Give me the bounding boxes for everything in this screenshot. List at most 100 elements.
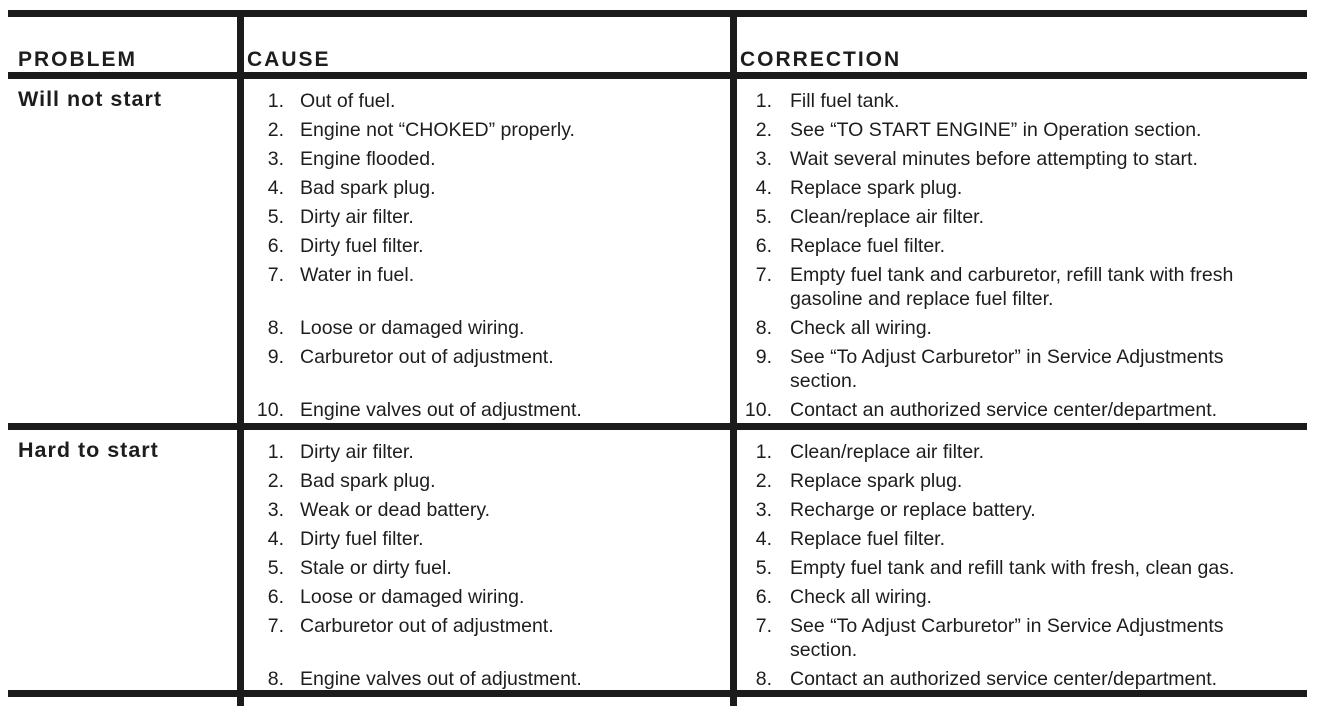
- cause-text: Carburetor out of adjustment.: [300, 346, 554, 368]
- correction-item-number: 8.: [755, 317, 772, 339]
- correction-item-number: 6.: [755, 586, 772, 608]
- correction-line: Replace fuel filter.: [790, 235, 946, 257]
- correction-text: Replace spark plug.: [790, 469, 1307, 493]
- correction-line-continued: gasoline and replace fuel filter.: [790, 288, 1054, 310]
- correction-item-number: 4.: [755, 177, 772, 199]
- correction-text: Check all wiring.: [790, 316, 1307, 340]
- correction-text: Clean/replace air filter.: [790, 440, 1307, 464]
- correction-text: Wait several minutes before attempting t…: [790, 147, 1307, 171]
- cause-text: Dirty fuel filter.: [300, 235, 424, 257]
- cause-item-number: 1.: [267, 90, 284, 112]
- cause-item-number: 4.: [267, 177, 284, 199]
- correction-line: Clean/replace air filter.: [790, 206, 985, 228]
- cause-text: Engine valves out of adjustment.: [300, 399, 582, 421]
- correction-line: Recharge or replace battery.: [790, 499, 1036, 521]
- cause-item-number: 3.: [267, 148, 284, 170]
- cause-item-number: 3.: [267, 499, 284, 521]
- table-row: 7. Water in fuel. 7. Empty fuel tank and…: [244, 263, 1307, 311]
- correction-item-number: 6.: [755, 235, 772, 257]
- table-row: 4. Dirty fuel filter. 4. Replace fuel fi…: [244, 527, 1307, 551]
- column-divider-correction: [730, 10, 737, 706]
- table-row: 5. Stale or dirty fuel. 5. Empty fuel ta…: [244, 556, 1307, 580]
- correction-text: Replace spark plug.: [790, 176, 1307, 200]
- cause-item-number: 8.: [267, 317, 284, 339]
- correction-text: See “TO START ENGINE” in Operation secti…: [790, 118, 1307, 142]
- correction-text: Empty fuel tank and refill tank with fre…: [790, 556, 1307, 580]
- correction-line: See “To Adjust Carburetor” in Service Ad…: [790, 346, 1224, 368]
- correction-text: Check all wiring.: [790, 585, 1307, 609]
- cause-text: Dirty air filter.: [300, 441, 414, 463]
- table-row: 7. Carburetor out of adjustment. 7. See …: [244, 614, 1307, 662]
- column-header-cause: CAUSE: [247, 48, 331, 71]
- column-divider-cause: [237, 10, 244, 706]
- problem-label-hard-to-start: Hard to start: [18, 438, 159, 462]
- cause-item-number: 1.: [267, 441, 284, 463]
- correction-line: Check all wiring.: [790, 586, 932, 608]
- correction-line: Fill fuel tank.: [790, 90, 900, 112]
- correction-text: See “To Adjust Carburetor” in Service Ad…: [790, 614, 1307, 662]
- cause-text: Stale or dirty fuel.: [300, 557, 452, 579]
- correction-line: See “To Adjust Carburetor” in Service Ad…: [790, 615, 1224, 637]
- correction-item-number: 2.: [755, 470, 772, 492]
- table-row: 3. Weak or dead battery. 3. Recharge or …: [244, 498, 1307, 522]
- cause-item-number: 7.: [267, 264, 284, 286]
- cause-text: Bad spark plug.: [300, 470, 436, 492]
- cause-text: Engine valves out of adjustment.: [300, 668, 582, 690]
- correction-line-continued: section.: [790, 370, 858, 392]
- correction-text: Contact an authorized service center/dep…: [790, 667, 1307, 691]
- cause-item-number: 6.: [267, 586, 284, 608]
- cause-text: Carburetor out of adjustment.: [300, 615, 554, 637]
- correction-text: Replace fuel filter.: [790, 527, 1307, 551]
- cause-text: Out of fuel.: [300, 90, 396, 112]
- table-row: 6. Dirty fuel filter. 6. Replace fuel fi…: [244, 234, 1307, 258]
- cause-text: Bad spark plug.: [300, 177, 436, 199]
- correction-text: Clean/replace air filter.: [790, 205, 1307, 229]
- table-border-top: [8, 10, 1307, 17]
- cause-text: Dirty fuel filter.: [300, 528, 424, 550]
- cause-text: Dirty air filter.: [300, 206, 414, 228]
- correction-text: Contact an authorized service center/dep…: [790, 398, 1307, 422]
- correction-item-number: 4.: [755, 528, 772, 550]
- correction-item-number: 3.: [755, 499, 772, 521]
- cause-item-number: 2.: [267, 119, 284, 141]
- cause-text: Engine flooded.: [300, 148, 436, 170]
- correction-line: Replace fuel filter.: [790, 528, 946, 550]
- correction-line: Empty fuel tank and carburetor, refill t…: [790, 264, 1234, 286]
- correction-line: Contact an authorized service center/dep…: [790, 668, 1218, 690]
- cause-item-number: 6.: [267, 235, 284, 257]
- correction-item-number: 2.: [755, 119, 772, 141]
- cause-text: Loose or damaged wiring.: [300, 317, 525, 339]
- cause-item-number: 9.: [267, 346, 284, 368]
- correction-text: See “To Adjust Carburetor” in Service Ad…: [790, 345, 1307, 393]
- correction-text: Recharge or replace battery.: [790, 498, 1307, 522]
- cause-text: Water in fuel.: [300, 264, 415, 286]
- table-row: 4. Bad spark plug. 4. Replace spark plug…: [244, 176, 1307, 200]
- cause-text: Loose or damaged wiring.: [300, 586, 525, 608]
- row-divider-line-2: [8, 690, 1307, 697]
- correction-item-number: 1.: [755, 90, 772, 112]
- correction-item-number: 1.: [755, 441, 772, 463]
- table-row: 2. Bad spark plug. 2. Replace spark plug…: [244, 469, 1307, 493]
- correction-item-number: 3.: [755, 148, 772, 170]
- cause-item-number: 5.: [267, 206, 284, 228]
- cause-text: Weak or dead battery.: [300, 499, 491, 521]
- correction-line: Replace spark plug.: [790, 177, 963, 199]
- correction-item-number: 10.: [744, 399, 772, 421]
- problem-label-will-not-start: Will not start: [18, 87, 162, 111]
- cause-item-number: 10.: [256, 399, 284, 421]
- correction-line: Clean/replace air filter.: [790, 441, 985, 463]
- correction-line: Empty fuel tank and refill tank with fre…: [790, 557, 1235, 579]
- correction-text: Empty fuel tank and carburetor, refill t…: [790, 263, 1307, 311]
- table-row-hard-to-start-items: 1. Dirty air filter. 1. Clean/replace ai…: [244, 430, 1307, 691]
- cause-item-number: 4.: [267, 528, 284, 550]
- row-divider-line-1: [8, 423, 1307, 430]
- correction-item-number: 5.: [755, 206, 772, 228]
- cause-text: Engine not “CHOKED” properly.: [300, 119, 575, 141]
- correction-line: Check all wiring.: [790, 317, 932, 339]
- table-row: 5. Dirty air filter. 5. Clean/replace ai…: [244, 205, 1307, 229]
- correction-line: See “TO START ENGINE” in Operation secti…: [790, 119, 1202, 141]
- table-row: 1. Out of fuel. 1. Fill fuel tank.: [244, 89, 1307, 113]
- cause-item-number: 7.: [267, 615, 284, 637]
- table-row: 10. Engine valves out of adjustment. 10.…: [244, 398, 1307, 422]
